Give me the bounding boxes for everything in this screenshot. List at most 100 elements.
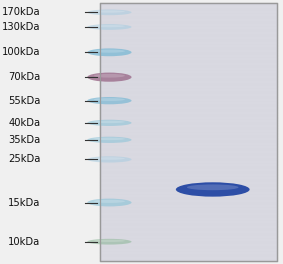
Text: 130kDa: 130kDa bbox=[2, 22, 40, 32]
Bar bbox=[100, 98, 277, 101]
Bar bbox=[100, 111, 277, 114]
Bar bbox=[100, 153, 277, 155]
Bar bbox=[100, 191, 277, 194]
Bar bbox=[100, 31, 277, 34]
Bar bbox=[100, 106, 277, 109]
Bar bbox=[100, 215, 277, 217]
Ellipse shape bbox=[94, 138, 125, 140]
Text: 10kDa: 10kDa bbox=[8, 237, 40, 247]
Ellipse shape bbox=[94, 50, 125, 53]
Bar bbox=[100, 47, 277, 49]
Bar bbox=[100, 197, 277, 199]
Ellipse shape bbox=[87, 24, 132, 30]
Ellipse shape bbox=[87, 239, 132, 244]
Bar bbox=[100, 163, 277, 166]
Ellipse shape bbox=[94, 121, 125, 123]
Bar bbox=[100, 11, 277, 13]
Bar bbox=[100, 127, 277, 129]
Bar bbox=[100, 119, 277, 122]
Bar bbox=[100, 161, 277, 163]
Bar bbox=[100, 114, 277, 116]
Bar bbox=[100, 49, 277, 52]
Bar bbox=[100, 228, 277, 230]
Bar bbox=[100, 5, 277, 8]
Bar bbox=[100, 235, 277, 238]
Bar bbox=[100, 18, 277, 21]
Bar bbox=[100, 124, 277, 127]
Bar bbox=[100, 137, 277, 140]
Bar bbox=[100, 241, 277, 243]
Ellipse shape bbox=[94, 74, 125, 78]
Bar bbox=[100, 122, 277, 124]
Ellipse shape bbox=[94, 98, 125, 101]
Bar bbox=[100, 86, 277, 88]
Ellipse shape bbox=[87, 48, 132, 56]
Text: 55kDa: 55kDa bbox=[8, 96, 40, 106]
Bar bbox=[100, 65, 277, 67]
Bar bbox=[100, 155, 277, 158]
Bar bbox=[100, 103, 277, 106]
Bar bbox=[100, 243, 277, 246]
Bar bbox=[100, 80, 277, 83]
Bar bbox=[100, 181, 277, 184]
Ellipse shape bbox=[87, 137, 132, 143]
Bar bbox=[100, 88, 277, 91]
Bar bbox=[100, 52, 277, 54]
Bar bbox=[100, 223, 277, 225]
Bar bbox=[100, 142, 277, 145]
Bar bbox=[100, 194, 277, 197]
Bar bbox=[100, 189, 277, 191]
Ellipse shape bbox=[87, 97, 132, 104]
Ellipse shape bbox=[87, 73, 132, 82]
Ellipse shape bbox=[94, 157, 125, 160]
Ellipse shape bbox=[87, 199, 132, 206]
Bar bbox=[100, 116, 277, 119]
Bar bbox=[100, 13, 277, 16]
Bar bbox=[100, 60, 277, 62]
Text: 170kDa: 170kDa bbox=[2, 7, 40, 17]
Bar bbox=[100, 96, 277, 98]
Bar bbox=[100, 176, 277, 178]
Bar bbox=[100, 171, 277, 173]
Bar bbox=[100, 39, 277, 41]
Text: 25kDa: 25kDa bbox=[8, 154, 40, 164]
Bar bbox=[100, 150, 277, 153]
Text: 15kDa: 15kDa bbox=[8, 197, 40, 208]
Ellipse shape bbox=[94, 200, 125, 203]
Bar bbox=[100, 202, 277, 204]
Bar bbox=[100, 109, 277, 111]
Text: 100kDa: 100kDa bbox=[2, 47, 40, 57]
Bar bbox=[100, 253, 277, 256]
Bar bbox=[100, 36, 277, 39]
Bar bbox=[100, 78, 277, 80]
Bar bbox=[100, 148, 277, 150]
Bar bbox=[100, 246, 277, 248]
Bar bbox=[100, 16, 277, 18]
Bar bbox=[100, 132, 277, 135]
Bar bbox=[100, 91, 277, 93]
Text: 35kDa: 35kDa bbox=[8, 135, 40, 145]
Bar bbox=[100, 83, 277, 86]
Bar bbox=[100, 166, 277, 168]
Bar bbox=[100, 217, 277, 220]
Text: 40kDa: 40kDa bbox=[8, 118, 40, 128]
Ellipse shape bbox=[87, 120, 132, 126]
Bar bbox=[100, 67, 277, 70]
Ellipse shape bbox=[87, 10, 132, 15]
Bar bbox=[100, 210, 277, 212]
Bar bbox=[100, 259, 277, 261]
Bar bbox=[100, 199, 277, 202]
Bar bbox=[100, 251, 277, 253]
Bar bbox=[100, 207, 277, 210]
Bar bbox=[100, 26, 277, 29]
Bar bbox=[100, 8, 277, 11]
Bar bbox=[100, 238, 277, 241]
Bar bbox=[100, 3, 277, 5]
Text: 70kDa: 70kDa bbox=[8, 72, 40, 82]
Ellipse shape bbox=[176, 182, 250, 197]
Bar bbox=[100, 204, 277, 207]
Bar bbox=[100, 140, 277, 142]
Bar bbox=[100, 70, 277, 73]
Bar bbox=[100, 57, 277, 60]
Bar bbox=[100, 73, 277, 75]
